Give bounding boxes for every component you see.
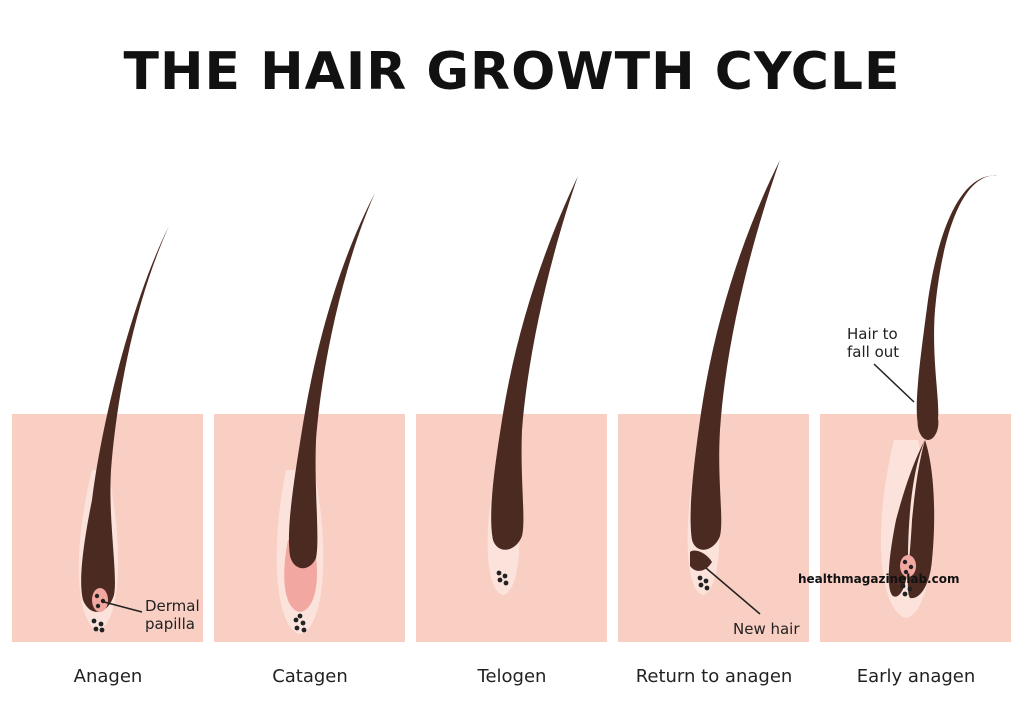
stage-label-return-to-anagen: Return to anagen: [635, 666, 793, 687]
new-hair-germ: [690, 550, 712, 571]
old-hair-falling-out: [916, 175, 1000, 432]
hair-shaft-catagen: [288, 193, 375, 569]
stage-label-catagen: Catagen: [272, 666, 348, 687]
dermal-papilla-pointer: [103, 601, 143, 613]
hair-shaft-telogen: [491, 176, 578, 550]
hair-to-fall-out-label: Hair to fall out: [847, 325, 899, 361]
follicle-early-anagen: [873, 175, 1000, 618]
dermal-papilla: [92, 588, 108, 612]
follicle-catagen: [276, 193, 375, 634]
stage-label-early-anagen: Early anagen: [856, 666, 976, 687]
diagram-title: THE HAIR GROWTH CYCLE: [123, 42, 901, 102]
dermal-papilla-label: Dermal papilla: [145, 597, 200, 633]
follicle-telogen: [487, 176, 578, 595]
hair-to-fall-out-pointer: [873, 363, 915, 403]
stage-label-telogen: Telogen: [477, 666, 547, 687]
dermal-papilla-label-line2: papilla: [145, 615, 195, 633]
hair-shaft-anagen: [81, 226, 169, 612]
hair-to-fall-out-label-line2: fall out: [847, 343, 900, 361]
new-hair-label: New hair: [733, 620, 800, 638]
stage-label-anagen: Anagen: [73, 666, 143, 687]
new-hair-shaft-early-anagen: [888, 440, 925, 597]
new-hair-pointer: [705, 567, 761, 615]
hair-to-fall-out-label-line1: Hair to: [847, 325, 898, 343]
old-hair-club: [917, 418, 939, 440]
dermal-papilla-label-line1: Dermal: [145, 597, 200, 615]
follicle-anagen: [78, 226, 169, 633]
hair-shaft-return-to-anagen: [690, 160, 780, 550]
watermark: healthmagazinelab.com: [798, 572, 960, 586]
follicle-return-to-anagen: [687, 160, 780, 615]
